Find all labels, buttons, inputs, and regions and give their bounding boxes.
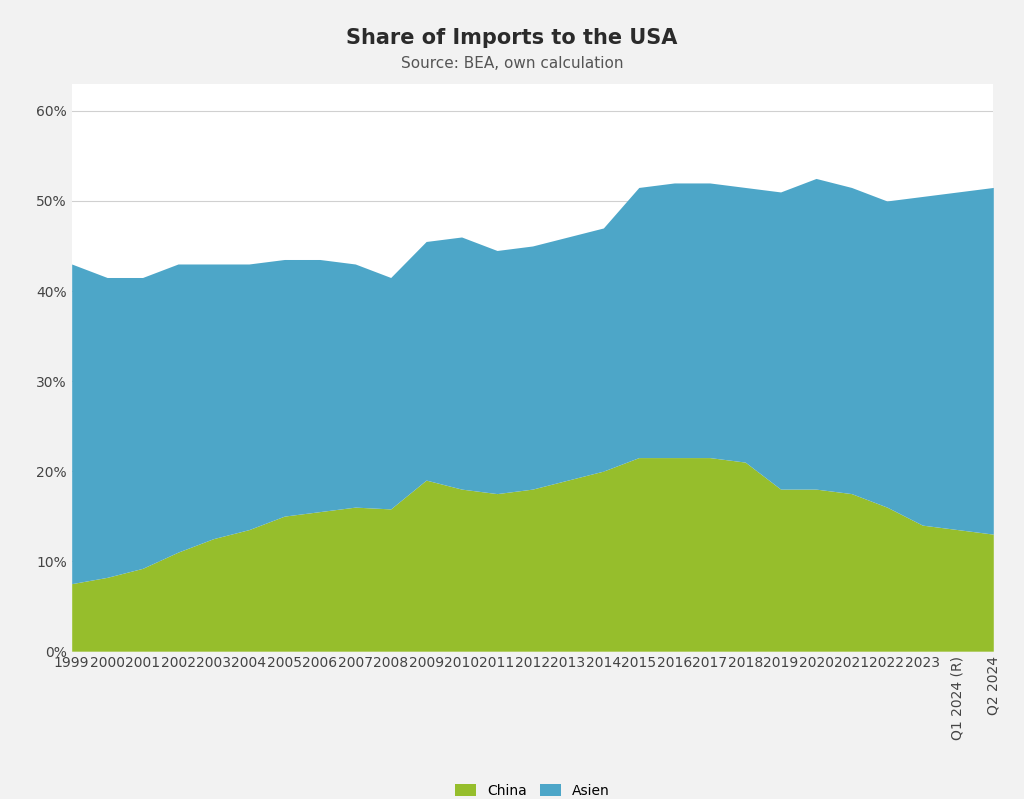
Text: Share of Imports to the USA: Share of Imports to the USA bbox=[346, 28, 678, 48]
Text: Source: BEA, own calculation: Source: BEA, own calculation bbox=[400, 56, 624, 71]
Legend: China, Asien: China, Asien bbox=[450, 778, 615, 799]
